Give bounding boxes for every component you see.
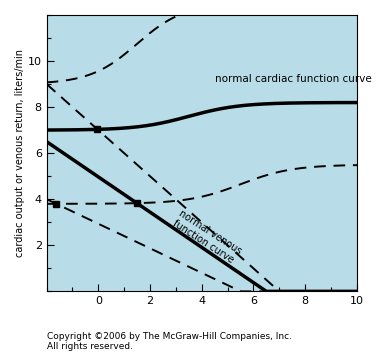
Text: normal cardiac function curve: normal cardiac function curve bbox=[215, 74, 371, 84]
Text: normal venous
function curve: normal venous function curve bbox=[171, 209, 243, 266]
Text: Copyright ©2006 by The McGraw-Hill Companies, Inc.
All rights reserved.: Copyright ©2006 by The McGraw-Hill Compa… bbox=[47, 332, 292, 351]
Y-axis label: cardiac output or venous return, liters/min: cardiac output or venous return, liters/… bbox=[15, 49, 25, 257]
